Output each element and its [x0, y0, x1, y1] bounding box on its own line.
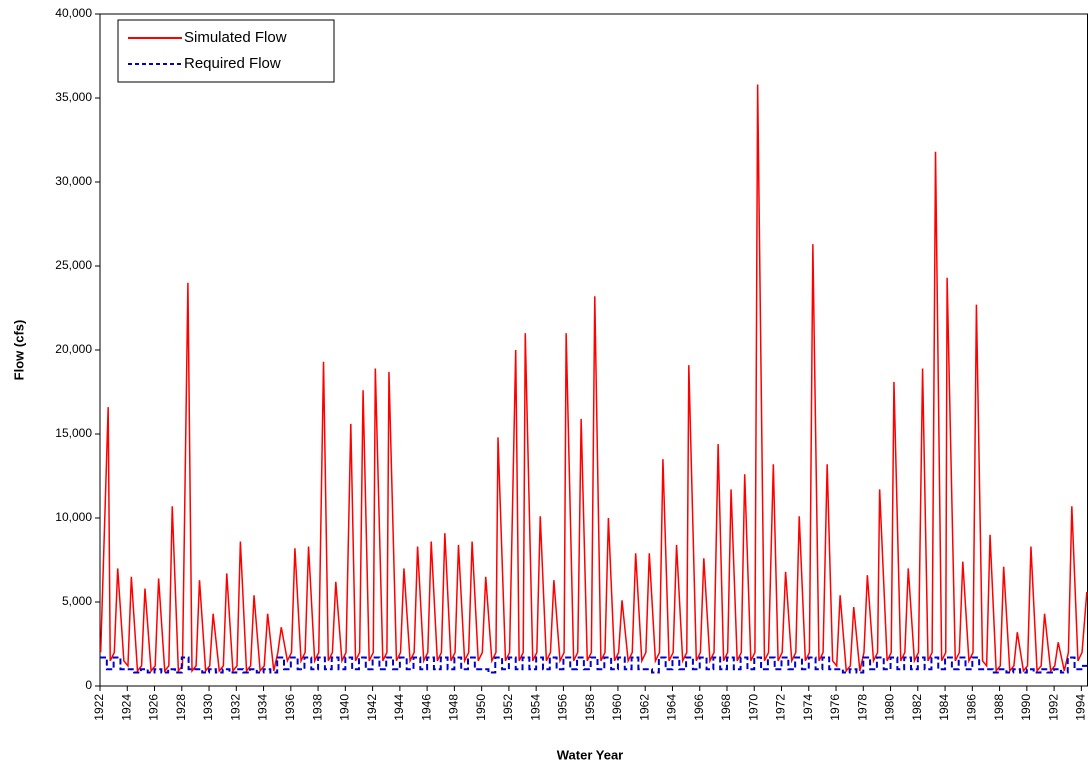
- y-tick-label: 35,000: [55, 90, 92, 104]
- x-tick-label: 1976: [828, 694, 842, 721]
- x-tick-label: 1994: [1074, 694, 1088, 721]
- x-tick-label: 1936: [283, 694, 297, 721]
- x-tick-label: 1960: [610, 694, 624, 721]
- x-tick-label: 1958: [583, 694, 597, 721]
- x-tick-label: 1932: [228, 694, 242, 721]
- x-tick-label: 1972: [774, 694, 788, 721]
- x-tick-label: 1966: [692, 694, 706, 721]
- series-line: [99, 84, 1088, 673]
- x-tick-label: 1968: [719, 694, 733, 721]
- x-tick-label: 1954: [528, 694, 542, 721]
- x-tick-label: 1938: [310, 694, 324, 721]
- x-tick-label: 1986: [964, 694, 978, 721]
- y-tick-label: 40,000: [55, 6, 92, 20]
- series-line: [100, 656, 1088, 674]
- x-tick-label: 1922: [92, 694, 106, 721]
- x-tick-label: 1970: [746, 694, 760, 721]
- x-tick-label: 1974: [801, 694, 815, 721]
- legend-label: Simulated Flow: [184, 29, 287, 46]
- y-tick-label: 15,000: [55, 426, 92, 440]
- y-tick-label: 10,000: [55, 510, 92, 524]
- y-axis-title: Flow (cfs): [11, 320, 26, 381]
- y-tick-label: 5,000: [62, 594, 92, 608]
- x-tick-label: 1930: [201, 694, 215, 721]
- y-tick-label: 0: [85, 678, 92, 692]
- x-tick-label: 1980: [883, 694, 897, 721]
- x-tick-label: 1950: [474, 694, 488, 721]
- y-tick-label: 30,000: [55, 174, 92, 188]
- x-tick-label: 1926: [147, 694, 161, 721]
- x-tick-label: 1984: [937, 694, 951, 721]
- x-tick-label: 1956: [556, 694, 570, 721]
- x-axis-title: Water Year: [557, 747, 624, 762]
- x-tick-label: 1946: [419, 694, 433, 721]
- x-tick-label: 1934: [256, 694, 270, 721]
- x-tick-label: 1928: [174, 694, 188, 721]
- x-tick-label: 1992: [1046, 694, 1060, 721]
- x-tick-label: 1990: [1019, 694, 1033, 721]
- legend-label: Required Flow: [184, 55, 281, 72]
- x-tick-label: 1988: [992, 694, 1006, 721]
- x-tick-label: 1942: [365, 694, 379, 721]
- x-tick-label: 1924: [119, 694, 133, 721]
- x-tick-label: 1964: [665, 694, 679, 721]
- legend-box: [117, 19, 335, 83]
- y-tick-label: 25,000: [55, 258, 92, 272]
- x-tick-label: 1944: [392, 694, 406, 721]
- y-tick-label: 20,000: [55, 342, 92, 356]
- x-tick-label: 1978: [855, 694, 869, 721]
- x-tick-label: 1952: [501, 694, 515, 721]
- x-tick-label: 1962: [637, 694, 651, 721]
- x-tick-label: 1982: [910, 694, 924, 721]
- x-tick-label: 1948: [447, 694, 461, 721]
- x-tick-label: 1940: [338, 694, 352, 721]
